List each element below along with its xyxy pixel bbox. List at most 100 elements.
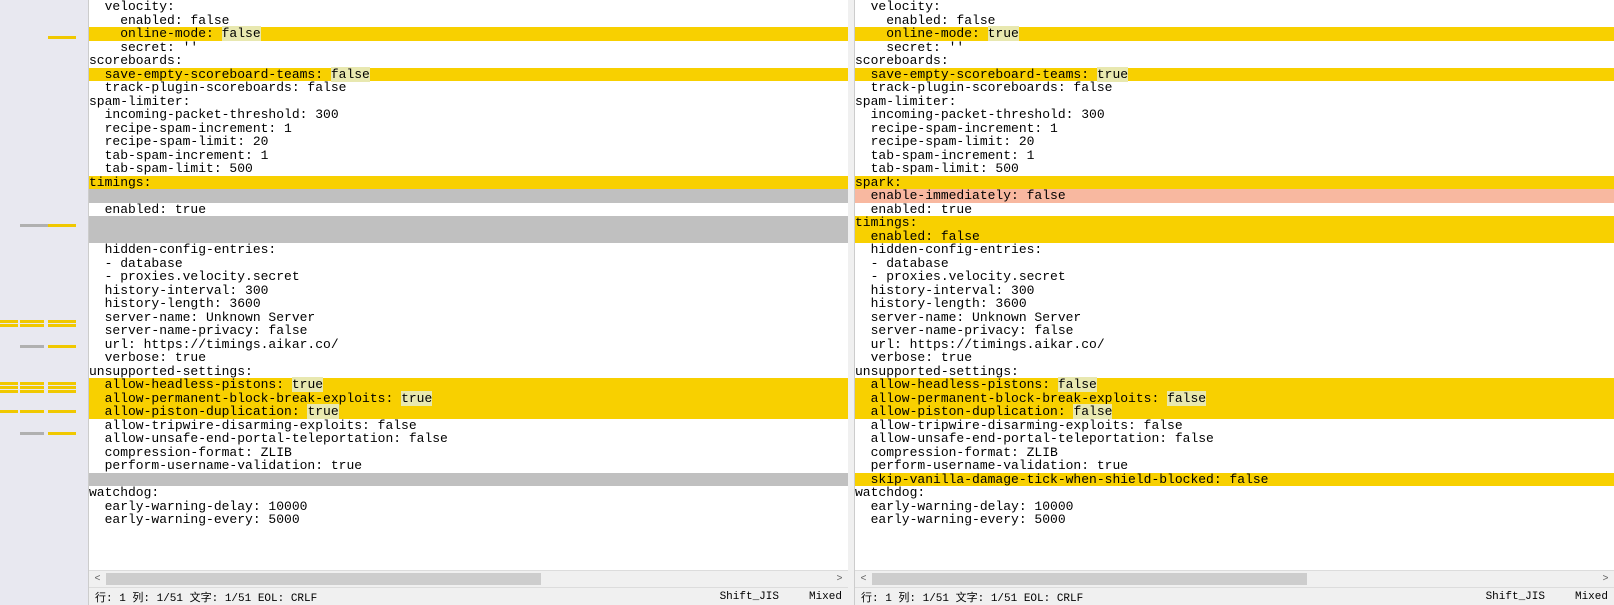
code-line[interactable]: server-name: Unknown Server [89, 311, 848, 325]
minimap-marker[interactable] [48, 320, 76, 323]
code-line[interactable]: timings: [89, 176, 848, 190]
code-line[interactable]: allow-unsafe-end-portal-teleportation: f… [855, 432, 1614, 446]
code-line[interactable]: tab-spam-limit: 500 [855, 162, 1614, 176]
minimap-marker[interactable] [48, 345, 76, 348]
code-line[interactable]: recipe-spam-limit: 20 [89, 135, 848, 149]
minimap-marker[interactable] [48, 386, 76, 389]
right-hscroll[interactable]: < > [855, 570, 1614, 587]
code-line[interactable]: scoreboards: [89, 54, 848, 68]
code-line[interactable]: unsupported-settings: [89, 365, 848, 379]
code-line[interactable]: early-warning-delay: 10000 [855, 500, 1614, 514]
code-line[interactable]: timings: [855, 216, 1614, 230]
code-line[interactable]: watchdog: [89, 486, 848, 500]
scroll-right-icon[interactable]: > [1597, 571, 1614, 588]
code-line[interactable]: history-interval: 300 [855, 284, 1614, 298]
code-line[interactable]: enable-immediately: false [855, 189, 1614, 203]
scroll-thumb[interactable] [872, 573, 1307, 585]
code-line[interactable] [89, 230, 848, 244]
code-line[interactable]: perform-username-validation: true [855, 459, 1614, 473]
code-line[interactable]: skip-vanilla-damage-tick-when-shield-blo… [855, 473, 1614, 487]
minimap-marker[interactable] [48, 224, 76, 227]
code-line[interactable]: save-empty-scoreboard-teams: false [89, 68, 848, 82]
minimap-marker[interactable] [20, 410, 44, 413]
scroll-left-icon[interactable]: < [89, 571, 106, 588]
code-line[interactable]: history-length: 3600 [855, 297, 1614, 311]
minimap-marker[interactable] [0, 382, 18, 385]
code-line[interactable]: allow-headless-pistons: false [855, 378, 1614, 392]
code-line[interactable]: allow-unsafe-end-portal-teleportation: f… [89, 432, 848, 446]
minimap-marker[interactable] [48, 382, 76, 385]
code-line[interactable]: compression-format: ZLIB [855, 446, 1614, 460]
code-line[interactable]: online-mode: true [855, 27, 1614, 41]
scroll-thumb[interactable] [106, 573, 541, 585]
code-line[interactable]: server-name: Unknown Server [855, 311, 1614, 325]
code-line[interactable]: recipe-spam-increment: 1 [89, 122, 848, 136]
code-line[interactable]: spam-limiter: [855, 95, 1614, 109]
code-line[interactable]: server-name-privacy: false [855, 324, 1614, 338]
code-line[interactable]: hidden-config-entries: [89, 243, 848, 257]
minimap-marker[interactable] [48, 390, 76, 393]
code-line[interactable] [89, 189, 848, 203]
minimap-marker[interactable] [0, 386, 18, 389]
code-line[interactable]: enabled: true [89, 203, 848, 217]
code-line[interactable]: spark: [855, 176, 1614, 190]
minimap-marker[interactable] [0, 320, 18, 323]
minimap-marker[interactable] [48, 410, 76, 413]
code-line[interactable]: - proxies.velocity.secret [89, 270, 848, 284]
minimap-marker[interactable] [0, 390, 18, 393]
minimap-marker[interactable] [48, 36, 76, 39]
minimap-marker[interactable] [0, 410, 18, 413]
code-line[interactable]: enabled: false [89, 14, 848, 28]
code-line[interactable]: verbose: true [89, 351, 848, 365]
code-line[interactable]: url: https://timings.aikar.co/ [855, 338, 1614, 352]
code-line[interactable]: verbose: true [855, 351, 1614, 365]
code-line[interactable]: enabled: true [855, 203, 1614, 217]
code-line[interactable]: early-warning-every: 5000 [89, 513, 848, 527]
code-line[interactable]: - proxies.velocity.secret [855, 270, 1614, 284]
code-line[interactable]: url: https://timings.aikar.co/ [89, 338, 848, 352]
code-line[interactable]: allow-headless-pistons: true [89, 378, 848, 392]
minimap-marker[interactable] [20, 320, 44, 323]
code-line[interactable]: allow-tripwire-disarming-exploits: false [89, 419, 848, 433]
code-line[interactable] [89, 216, 848, 230]
minimap-marker[interactable] [20, 390, 44, 393]
code-line[interactable]: history-length: 3600 [89, 297, 848, 311]
code-line[interactable]: track-plugin-scoreboards: false [855, 81, 1614, 95]
code-line[interactable]: enabled: false [855, 14, 1614, 28]
code-line[interactable]: allow-permanent-block-break-exploits: fa… [855, 392, 1614, 406]
code-line[interactable]: unsupported-settings: [855, 365, 1614, 379]
scroll-right-icon[interactable]: > [831, 571, 848, 588]
minimap-marker[interactable] [20, 382, 44, 385]
code-line[interactable]: spam-limiter: [89, 95, 848, 109]
minimap-marker[interactable] [20, 345, 44, 348]
code-line[interactable]: secret: '' [855, 41, 1614, 55]
minimap[interactable] [0, 0, 88, 605]
code-line[interactable]: save-empty-scoreboard-teams: true [855, 68, 1614, 82]
code-line[interactable]: allow-permanent-block-break-exploits: tr… [89, 392, 848, 406]
code-line[interactable]: server-name-privacy: false [89, 324, 848, 338]
code-line[interactable]: perform-username-validation: true [89, 459, 848, 473]
code-line[interactable]: allow-piston-duplication: false [855, 405, 1614, 419]
code-line[interactable]: velocity: [89, 0, 848, 14]
left-hscroll[interactable]: < > [89, 570, 848, 587]
minimap-marker[interactable] [48, 324, 76, 327]
code-line[interactable] [89, 473, 848, 487]
minimap-marker[interactable] [0, 324, 18, 327]
code-line[interactable]: online-mode: false [89, 27, 848, 41]
code-line[interactable]: enabled: false [855, 230, 1614, 244]
scroll-track[interactable] [872, 571, 1597, 587]
code-line[interactable]: compression-format: ZLIB [89, 446, 848, 460]
code-line[interactable]: tab-spam-increment: 1 [855, 149, 1614, 163]
minimap-marker[interactable] [20, 432, 44, 435]
code-line[interactable]: secret: '' [89, 41, 848, 55]
code-line[interactable]: tab-spam-increment: 1 [89, 149, 848, 163]
code-line[interactable]: incoming-packet-threshold: 300 [855, 108, 1614, 122]
minimap-marker[interactable] [20, 386, 44, 389]
code-line[interactable]: incoming-packet-threshold: 300 [89, 108, 848, 122]
code-line[interactable]: hidden-config-entries: [855, 243, 1614, 257]
code-line[interactable]: history-interval: 300 [89, 284, 848, 298]
code-line[interactable]: early-warning-every: 5000 [855, 513, 1614, 527]
code-line[interactable] [855, 527, 1614, 541]
code-line[interactable]: recipe-spam-limit: 20 [855, 135, 1614, 149]
code-line[interactable]: allow-piston-duplication: true [89, 405, 848, 419]
